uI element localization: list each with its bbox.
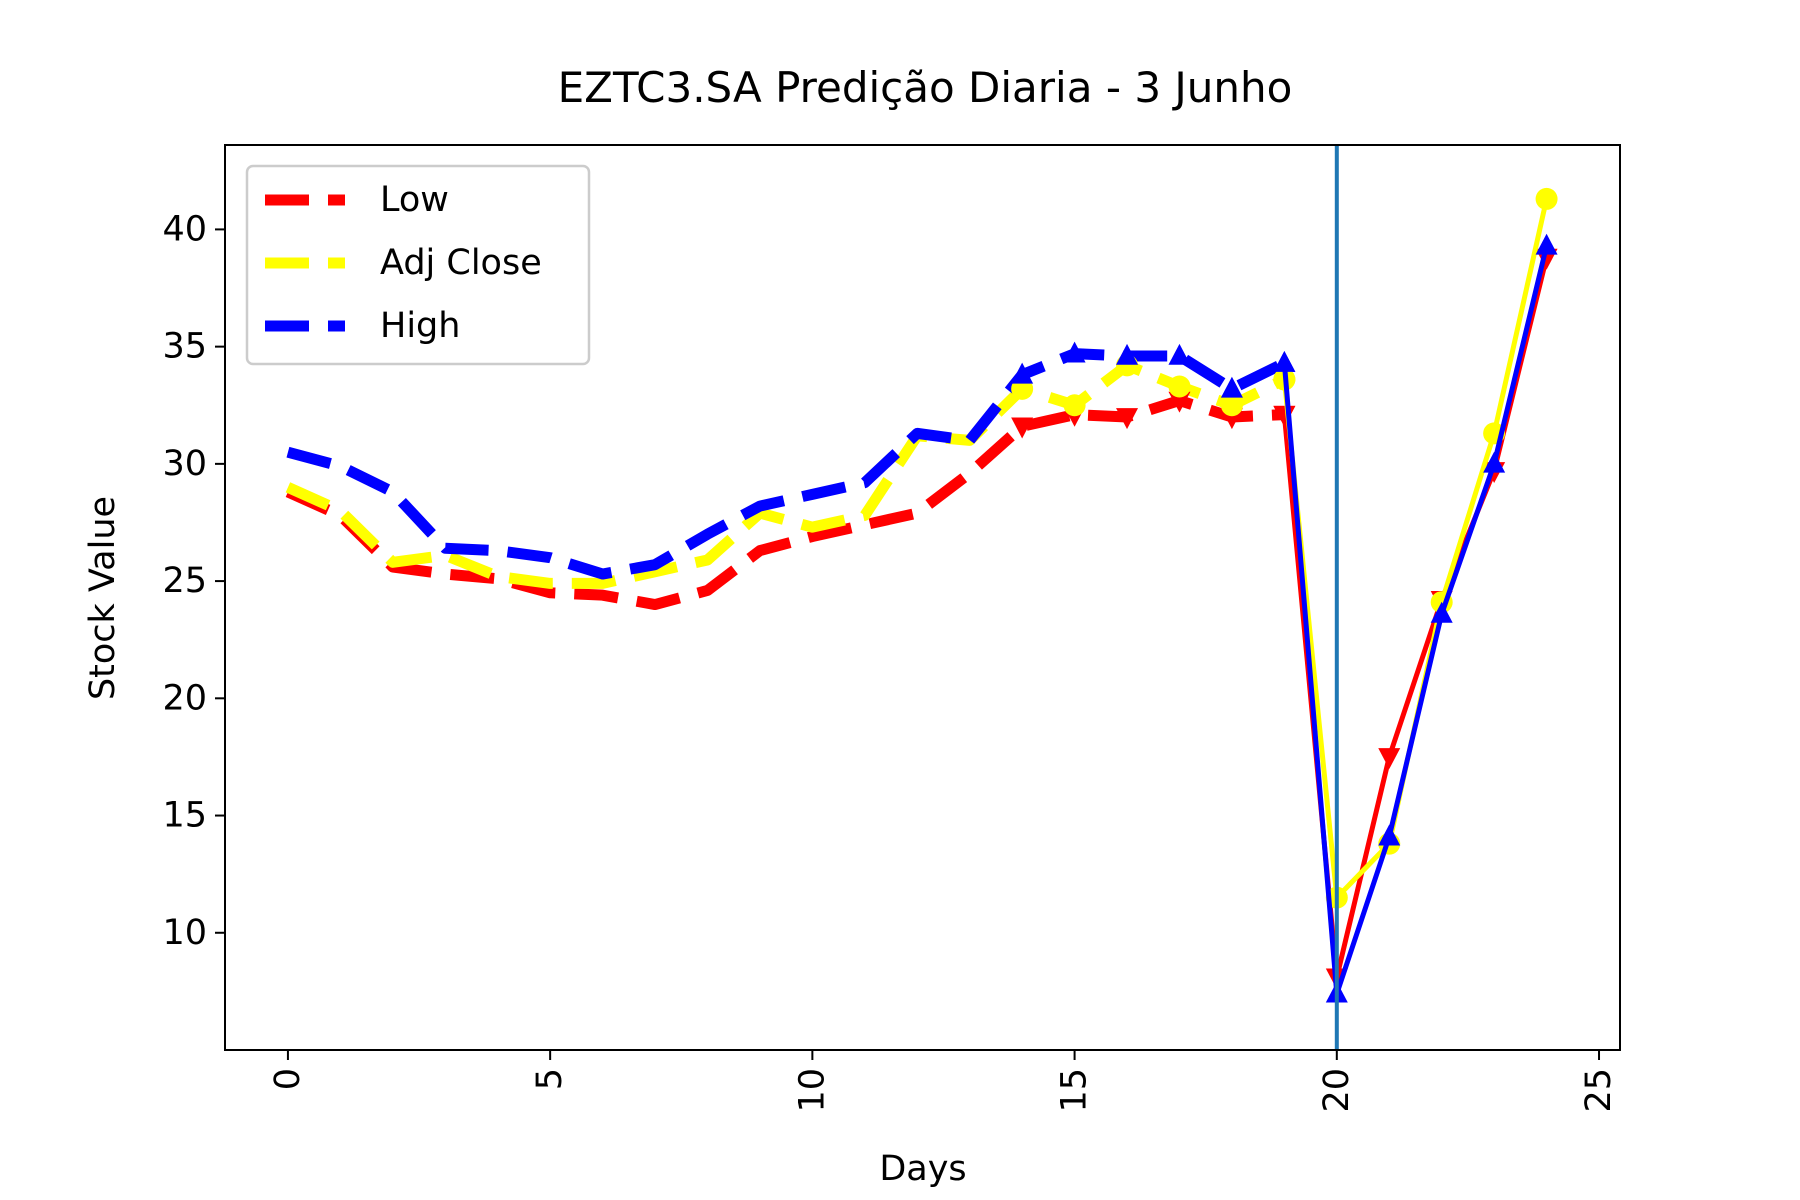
data-point-marker [1483,451,1506,473]
series-line-solid [1281,245,1550,997]
data-point-marker [1535,233,1558,255]
plot-frame [224,144,1621,1051]
data-point-marker [1011,417,1034,439]
x-axis: 0 5 10 15 20 25 [268,1050,1619,1113]
legend-item: Low [265,180,449,220]
legend: Low Adj Close High [245,164,591,366]
y-tick-label: 15 [162,796,207,836]
y-axis: 10 15 20 25 30 35 40 [162,209,225,953]
y-tick-label: 30 [162,444,207,484]
data-point-marker [1378,824,1401,846]
data-point-marker [1116,408,1139,430]
y-tick-label: 40 [162,209,207,249]
series-historical-0 [285,395,1285,611]
series-historical-2 [286,348,1287,580]
legend-item: High [265,306,460,346]
x-tick-label: 20 [1317,1068,1357,1113]
series-layer [285,187,1558,1003]
data-point-marker [1168,391,1191,413]
data-point-marker [1168,375,1191,398]
data-point-marker [1273,350,1296,372]
legend-label: Adj Close [380,243,542,283]
series-forecast-2 [1273,233,1558,1003]
data-point-marker [1063,394,1086,417]
data-point-marker [1011,362,1034,384]
legend-label: High [380,306,460,346]
y-tick-label: 25 [162,561,207,601]
x-tick-label: 25 [1579,1068,1619,1113]
legend-label: Low [380,180,449,220]
y-axis-label: Stock Value [83,496,123,700]
series-line-dashed [286,348,1287,580]
x-tick-label: 15 [1055,1068,1095,1113]
data-point-marker [1535,187,1558,210]
data-point-marker [1430,601,1453,623]
plot-area [285,145,1558,1050]
legend-box [245,164,591,366]
x-tick-label: 0 [268,1068,308,1090]
x-axis-label: Days [879,1149,966,1189]
data-point-marker [1168,343,1191,365]
x-tick-label: 5 [530,1068,570,1090]
data-point-marker [1378,748,1401,770]
data-point-marker [1116,343,1139,365]
chart-title: EZTC3.SA Predição Diaria - 3 Junho [558,63,1293,112]
x-tick-label: 10 [792,1068,832,1113]
series-line-dashed [285,395,1285,611]
y-tick-label: 10 [162,913,207,953]
data-point-marker [1220,376,1243,398]
legend-item: Adj Close [265,243,542,283]
data-point-marker [1220,394,1243,417]
y-tick-label: 35 [162,327,207,367]
data-point-marker [1063,341,1086,363]
y-tick-label: 20 [162,678,207,718]
